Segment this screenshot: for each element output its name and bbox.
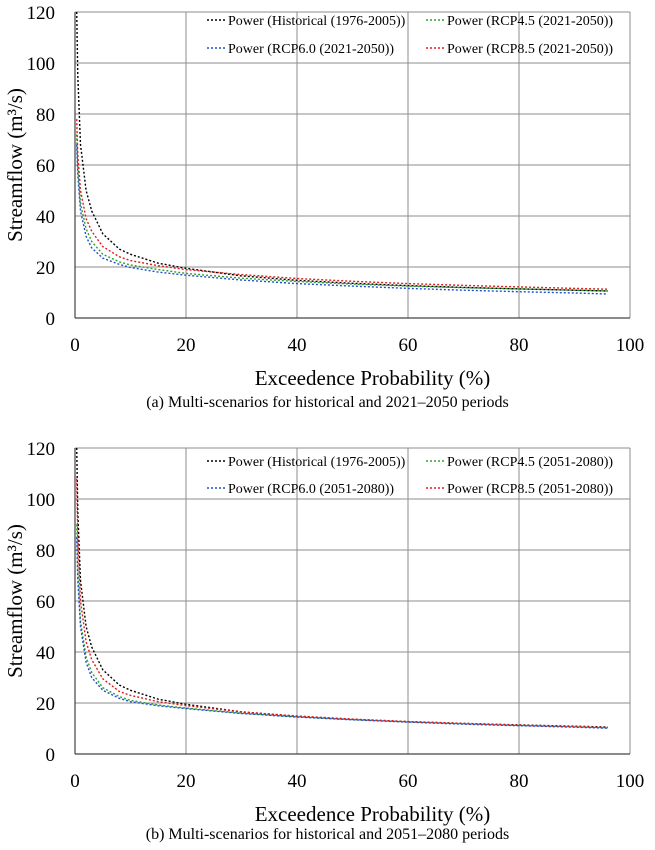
chart-b: 0 20 40 60 80 100 120 0 20 40 60 80 100 Exceedence Pr… xyxy=(3,439,645,826)
chart-panel-b: 0 20 40 60 80 100 120 0 20 40 60 80 100 Exceedence Pr… xyxy=(0,432,655,850)
x-tick-label: 20 xyxy=(177,335,196,356)
legend-label: Power (RCP8.5 (2051-2080)) xyxy=(447,482,613,497)
series-line-3 xyxy=(76,478,608,729)
caption-b: (b) Multi-scenarios for historical and 2… xyxy=(145,826,510,843)
x-axis-label: Exceedence Probability (%) xyxy=(255,802,491,826)
y-tick-label: 60 xyxy=(36,156,55,177)
y-tick-label: 100 xyxy=(27,54,56,75)
y-tick-label: 80 xyxy=(36,541,55,562)
x-tick-label: 100 xyxy=(616,335,645,356)
x-tick-label: 40 xyxy=(288,771,307,792)
y-tick-label: 80 xyxy=(36,105,55,126)
chart-panel-a: 0 20 40 60 80 100 120 0 20 40 60 80 100 Exceedence Pr… xyxy=(3,3,645,411)
caption-a: (a) Multi-scenarios for historical and 2… xyxy=(146,394,509,411)
y-tick-label: 120 xyxy=(27,439,56,460)
series-group xyxy=(76,12,608,295)
y-axis-label: Streamflow (m³/s) xyxy=(3,524,27,678)
x-tick-label: 0 xyxy=(70,771,80,792)
x-axis-label: Exceedence Probability (%) xyxy=(255,366,491,390)
x-tick-label: 80 xyxy=(510,771,529,792)
y-tick-label: 20 xyxy=(36,694,55,715)
x-tick-label: 80 xyxy=(510,335,529,356)
series-group xyxy=(76,448,608,729)
y-tick-label: 100 xyxy=(27,490,56,511)
y-tick-label: 120 xyxy=(27,3,56,24)
legend-label: Power (RCP6.0 (2021-2050)) xyxy=(228,42,394,57)
legend: Power (Historical (1976-2005)) Power (RCP… xyxy=(207,455,613,497)
x-tick-label: 0 xyxy=(70,335,80,356)
x-tick-label: 20 xyxy=(177,771,196,792)
legend-label: Power (RCP8.5 (2021-2050)) xyxy=(447,42,613,57)
legend-label: Power (RCP4.5 (2051-2080)) xyxy=(447,455,613,470)
y-tick-label: 20 xyxy=(36,258,55,279)
series-line-2 xyxy=(76,144,608,295)
series-line-1 xyxy=(76,134,608,292)
y-tick-label: 0 xyxy=(46,309,56,330)
series-line-0 xyxy=(76,12,608,292)
x-tick-label: 60 xyxy=(399,335,418,356)
legend-label: Power (RCP4.5 (2021-2050)) xyxy=(447,14,613,29)
series-line-2 xyxy=(76,537,608,729)
series-line-3 xyxy=(76,119,608,290)
legend-label: Power (RCP6.0 (2051-2080)) xyxy=(228,482,394,497)
series-line-1 xyxy=(76,524,608,729)
x-tick-label: 100 xyxy=(616,771,645,792)
y-tick-label: 60 xyxy=(36,592,55,613)
y-tick-label: 40 xyxy=(36,643,55,664)
y-tick-label: 40 xyxy=(36,207,55,228)
legend: Power (Historical (1976-2005)) Power (RCP… xyxy=(207,14,613,57)
legend-label: Power (Historical (1976-2005)) xyxy=(228,14,406,29)
y-axis-label: Streamflow (m³/s) xyxy=(3,88,27,242)
y-tick-label: 0 xyxy=(46,745,56,766)
chart-a: 0 20 40 60 80 100 120 0 20 40 60 80 100 Exceedence Pr… xyxy=(3,3,645,390)
x-tick-label: 40 xyxy=(288,335,307,356)
x-tick-label: 60 xyxy=(399,771,418,792)
legend-label: Power (Historical (1976-2005)) xyxy=(228,455,406,470)
